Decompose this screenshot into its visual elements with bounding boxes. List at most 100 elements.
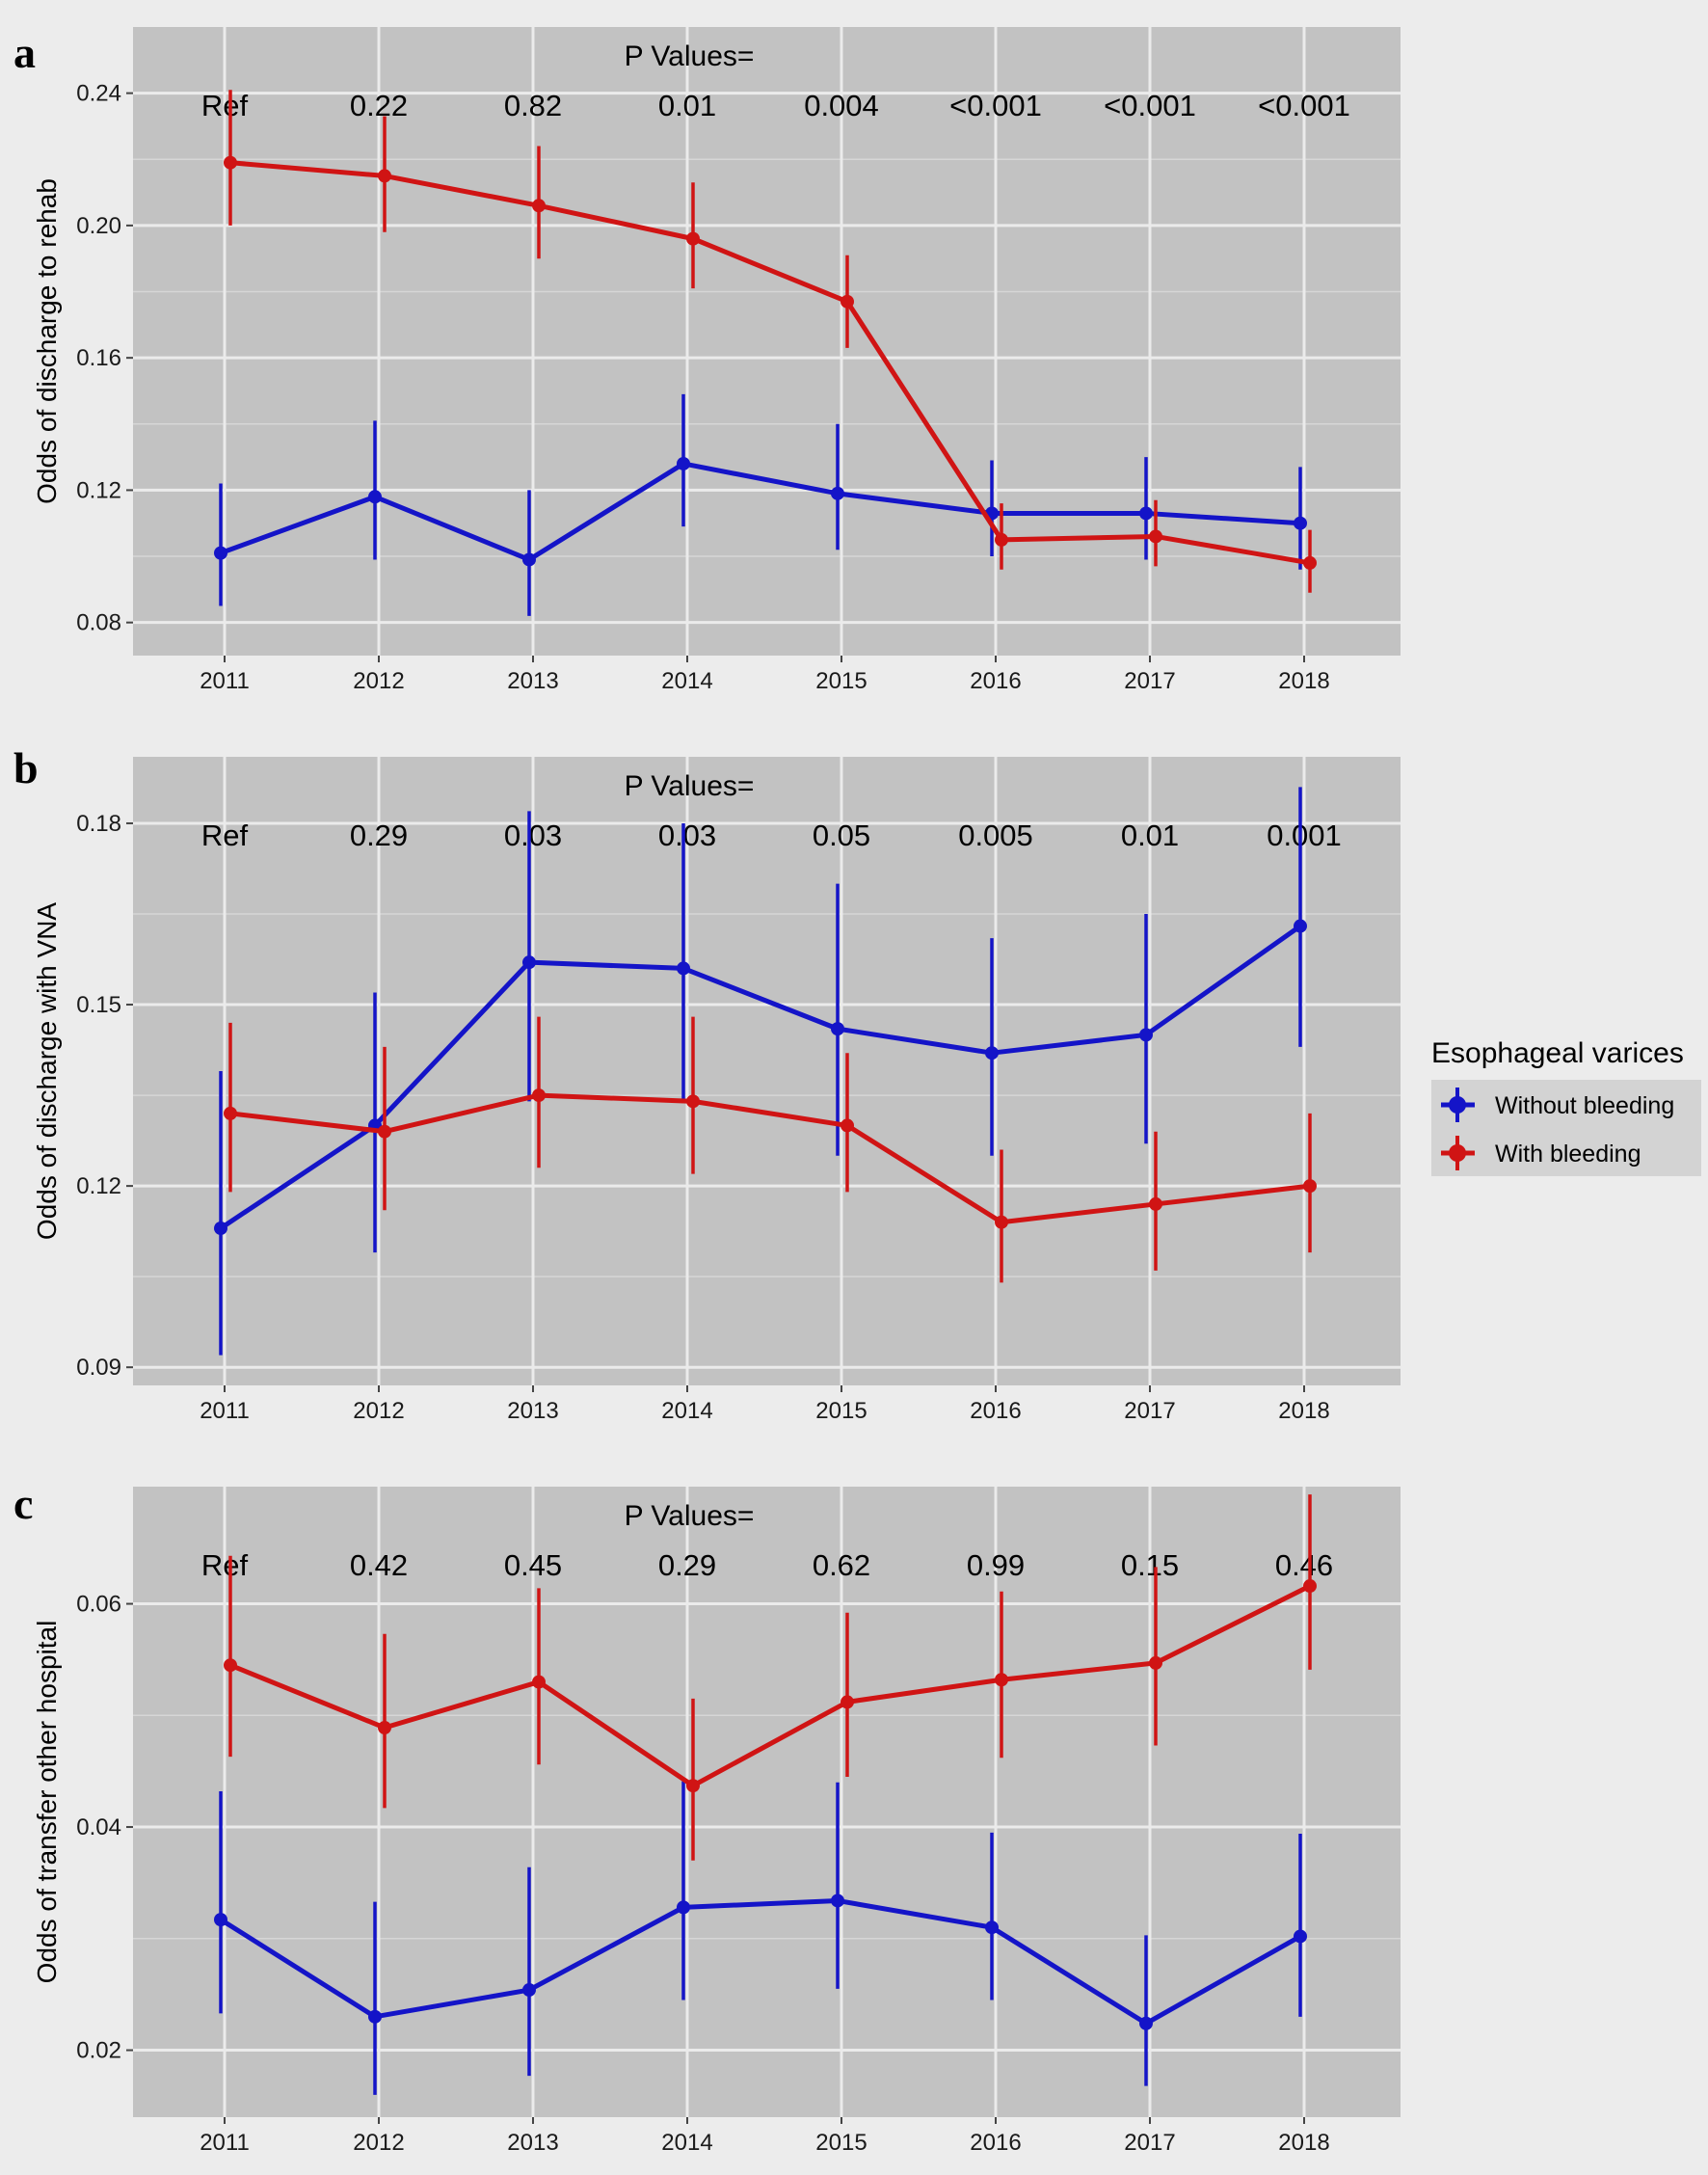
y-tick-label: 0.24 [76, 81, 121, 107]
data-point [378, 1721, 391, 1735]
data-point [841, 1118, 854, 1133]
data-point [1149, 1196, 1162, 1211]
panel-letter: a [13, 28, 36, 77]
pvalue-label: 0.46 [1275, 1548, 1333, 1582]
y-tick-label: 0.18 [76, 811, 121, 837]
y-axis-label: Odds of discharge with VNA [32, 902, 62, 1240]
data-point [841, 294, 854, 309]
y-tick-label: 0.20 [76, 213, 121, 239]
data-point [1294, 919, 1307, 933]
data-point [522, 552, 536, 567]
x-tick-label: 2011 [200, 668, 250, 694]
legend-key-with-bleeding [1441, 1136, 1475, 1170]
x-tick-label: 2018 [1278, 1398, 1329, 1424]
y-tick-label: 0.15 [76, 992, 121, 1018]
series-line-0 [219, 924, 1302, 1231]
data-point [532, 199, 546, 213]
pvalue-label: 0.004 [804, 89, 879, 122]
y-tick-label: 0.12 [76, 477, 121, 503]
data-point [378, 1124, 391, 1139]
series-line-0 [219, 1897, 1302, 2027]
pvalue-label: Ref [201, 1548, 249, 1582]
pvalue-label: <0.001 [1104, 89, 1196, 122]
data-point [1303, 555, 1317, 570]
plot-background [133, 1487, 1401, 2117]
x-tick-label: 2016 [970, 1398, 1021, 1424]
pvalues-title: P Values= [625, 1500, 755, 1532]
pvalue-label: 0.29 [350, 819, 408, 852]
data-point [995, 532, 1008, 547]
data-point [224, 155, 237, 170]
series-line-1 [229, 1583, 1312, 1788]
plot-background [133, 27, 1401, 656]
y-axis-label: Odds of transfer other hospital [32, 1621, 62, 1984]
x-tick-label: 2012 [353, 1398, 404, 1424]
data-point [368, 490, 382, 504]
pvalue-label: 0.29 [658, 1548, 716, 1582]
pvalue-label: 0.03 [504, 819, 562, 852]
x-tick-label: 2013 [507, 668, 558, 694]
data-point [1303, 1179, 1317, 1194]
data-point [224, 1658, 237, 1673]
x-tick-label: 2018 [1278, 668, 1329, 694]
pvalue-label: 0.15 [1121, 1548, 1179, 1582]
legend: Esophageal varices Without bleeding With… [1431, 1037, 1701, 1176]
x-tick-label: 2014 [661, 2130, 712, 2156]
data-point [522, 1983, 536, 1998]
data-point [985, 1920, 999, 1935]
pvalue-label: <0.001 [949, 89, 1042, 122]
data-point [686, 1779, 700, 1793]
pvalue-label: 0.03 [658, 819, 716, 852]
x-tick-label: 2018 [1278, 2130, 1329, 2156]
data-point [677, 961, 690, 976]
panel-b: b 0.09 0.12 0.15 0.18 2011 2012 2013 2014 2015 201… [13, 743, 1401, 1424]
y-tick-label: 0.08 [76, 610, 121, 636]
data-point [214, 546, 227, 560]
data-point [985, 1046, 999, 1061]
data-point [1294, 516, 1307, 530]
pvalue-label: Ref [201, 819, 249, 852]
x-tick-label: 2016 [970, 2130, 1021, 2156]
data-point [532, 1088, 546, 1103]
series-line-1 [229, 1092, 1311, 1225]
data-point [214, 1913, 227, 1927]
x-tick-label: 2012 [353, 668, 404, 694]
y-tick-label: 0.12 [76, 1173, 121, 1199]
data-point [1139, 506, 1153, 521]
data-point [831, 1022, 844, 1036]
pvalue-label: <0.001 [1258, 89, 1350, 122]
y-tick-label: 0.16 [76, 345, 121, 371]
pvalue-label: 0.99 [967, 1548, 1025, 1582]
y-tick-label: 0.02 [76, 2038, 121, 2064]
legend-key-background [1431, 1080, 1701, 1176]
pvalue-label: 0.22 [350, 89, 408, 122]
data-point [1294, 1929, 1307, 1944]
y-tick-label: 0.04 [76, 1814, 121, 1840]
data-point [224, 1106, 237, 1120]
x-tick-label: 2013 [507, 2130, 558, 2156]
data-point [214, 1222, 227, 1235]
data-point [831, 486, 844, 500]
data-point [1149, 529, 1162, 544]
legend-label-with-bleeding: With bleeding [1495, 1141, 1641, 1168]
pvalue-label: 0.45 [504, 1548, 562, 1582]
panel-a: a 0.08 0.12 0.16 0.20 0.24 2011 2012 2013 2014 201… [13, 27, 1401, 694]
x-tick-label: 2011 [200, 1398, 250, 1424]
data-point [995, 1673, 1008, 1687]
pvalue-label: 0.62 [813, 1548, 870, 1582]
plot-background [133, 757, 1401, 1385]
pvalue-label: Ref [201, 89, 249, 122]
data-point [995, 1215, 1008, 1229]
x-tick-label: 2017 [1124, 1398, 1175, 1424]
pvalue-label: 0.01 [658, 89, 716, 122]
data-point [686, 1094, 700, 1109]
x-tick-label: 2015 [815, 1398, 867, 1424]
x-tick-label: 2013 [507, 1398, 558, 1424]
x-tick-label: 2017 [1124, 2130, 1175, 2156]
pvalue-label: 0.005 [958, 819, 1033, 852]
pvalue-label: 0.42 [350, 1548, 408, 1582]
panel-letter: c [13, 1479, 33, 1528]
data-point [1139, 1028, 1153, 1042]
pvalue-label: 0.001 [1267, 819, 1342, 852]
